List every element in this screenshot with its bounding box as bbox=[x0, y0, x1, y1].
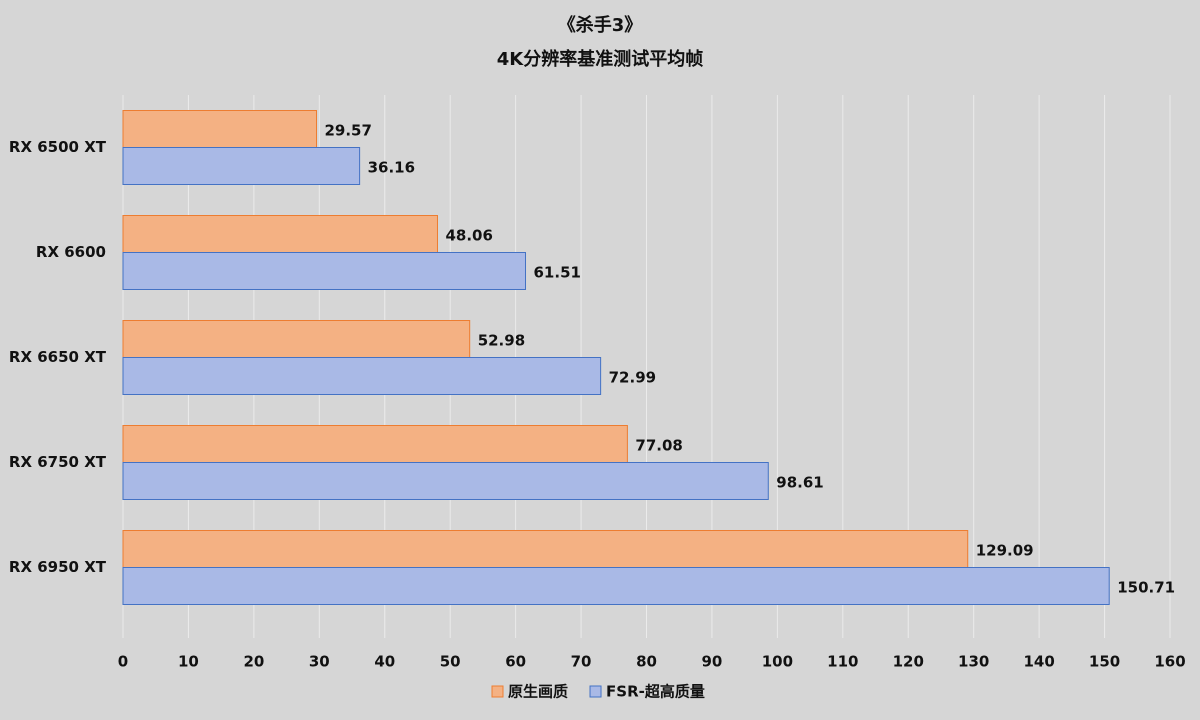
x-tick-label: 50 bbox=[440, 653, 461, 671]
x-tick-label: 80 bbox=[636, 653, 657, 671]
y-tick-label: RX 6750 XT bbox=[9, 453, 107, 471]
x-tick-label: 130 bbox=[958, 653, 989, 671]
y-tick-label: RX 6650 XT bbox=[9, 348, 107, 366]
data-label: 61.51 bbox=[534, 264, 581, 282]
data-label: 36.16 bbox=[368, 159, 415, 177]
y-tick-label: RX 6600 bbox=[36, 243, 106, 261]
data-label: 52.98 bbox=[478, 332, 525, 350]
x-tick-label: 40 bbox=[374, 653, 395, 671]
data-label: 48.06 bbox=[445, 227, 492, 245]
data-label: 129.09 bbox=[976, 542, 1034, 560]
data-label: 98.61 bbox=[776, 474, 823, 492]
legend-label: 原生画质 bbox=[508, 683, 568, 701]
data-label: 150.71 bbox=[1117, 579, 1175, 597]
bar bbox=[122, 110, 317, 148]
y-tick-label: RX 6950 XT bbox=[9, 558, 107, 576]
x-tick-label: 90 bbox=[702, 653, 723, 671]
bar bbox=[122, 567, 1110, 605]
bar bbox=[122, 215, 438, 253]
bar bbox=[122, 252, 527, 290]
chart-title: 《杀手3》 bbox=[558, 14, 643, 36]
x-tick-label: 30 bbox=[309, 653, 330, 671]
legend-label: FSR-超高质量 bbox=[606, 683, 705, 701]
bar bbox=[122, 147, 361, 185]
bar bbox=[122, 425, 628, 463]
bar bbox=[122, 357, 602, 395]
data-label: 29.57 bbox=[324, 122, 371, 140]
data-label: 77.08 bbox=[635, 437, 682, 455]
x-tick-label: 150 bbox=[1089, 653, 1120, 671]
data-label: 72.99 bbox=[609, 369, 656, 387]
x-tick-label: 110 bbox=[827, 653, 858, 671]
legend-swatch bbox=[589, 685, 602, 698]
x-tick-label: 10 bbox=[178, 653, 199, 671]
x-tick-label: 100 bbox=[762, 653, 793, 671]
y-tick-label: RX 6500 XT bbox=[9, 138, 107, 156]
x-tick-label: 160 bbox=[1154, 653, 1185, 671]
chart-subtitle: 4K分辨率基准测试平均帧 bbox=[497, 48, 703, 70]
x-tick-label: 0 bbox=[118, 653, 128, 671]
x-tick-label: 120 bbox=[893, 653, 924, 671]
x-tick-label: 60 bbox=[505, 653, 526, 671]
bar bbox=[122, 320, 471, 358]
bar bbox=[122, 462, 769, 500]
x-tick-label: 70 bbox=[571, 653, 592, 671]
x-tick-label: 20 bbox=[243, 653, 264, 671]
x-tick-label: 140 bbox=[1023, 653, 1054, 671]
bar bbox=[122, 530, 969, 568]
legend-swatch bbox=[491, 685, 504, 698]
